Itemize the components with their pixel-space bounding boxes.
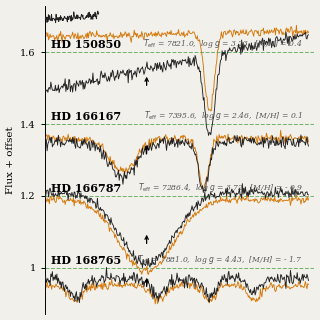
Text: $T_{\rm eff}$ = 7286.4,  log $g$ = 3.72,  [M/H] = - 0.9: $T_{\rm eff}$ = 7286.4, log $g$ = 3.72, …: [138, 181, 302, 194]
Text: $T_{\rm eff}$ = 7395.6,  log $g$ = 2.46,  [M/H] = 0.1: $T_{\rm eff}$ = 7395.6, log $g$ = 2.46, …: [144, 109, 302, 122]
Text: HD 166787: HD 166787: [51, 183, 121, 194]
Text: HD 168765: HD 168765: [51, 255, 121, 266]
Text: HD 150850: HD 150850: [51, 39, 121, 51]
Text: HD 166167: HD 166167: [51, 111, 121, 122]
Text: $T_{\rm eff}$ = 7821.0,  log $g$ = 3.23,  [M/H] = 0.4: $T_{\rm eff}$ = 7821.0, log $g$ = 3.23, …: [143, 37, 302, 51]
Text: $T_{\rm eff}$ = 7881.0,  log $g$ = 4.43,  [M/H] = - 1.7: $T_{\rm eff}$ = 7881.0, log $g$ = 4.43, …: [137, 253, 302, 266]
Y-axis label: Flux + offset: Flux + offset: [5, 126, 14, 194]
